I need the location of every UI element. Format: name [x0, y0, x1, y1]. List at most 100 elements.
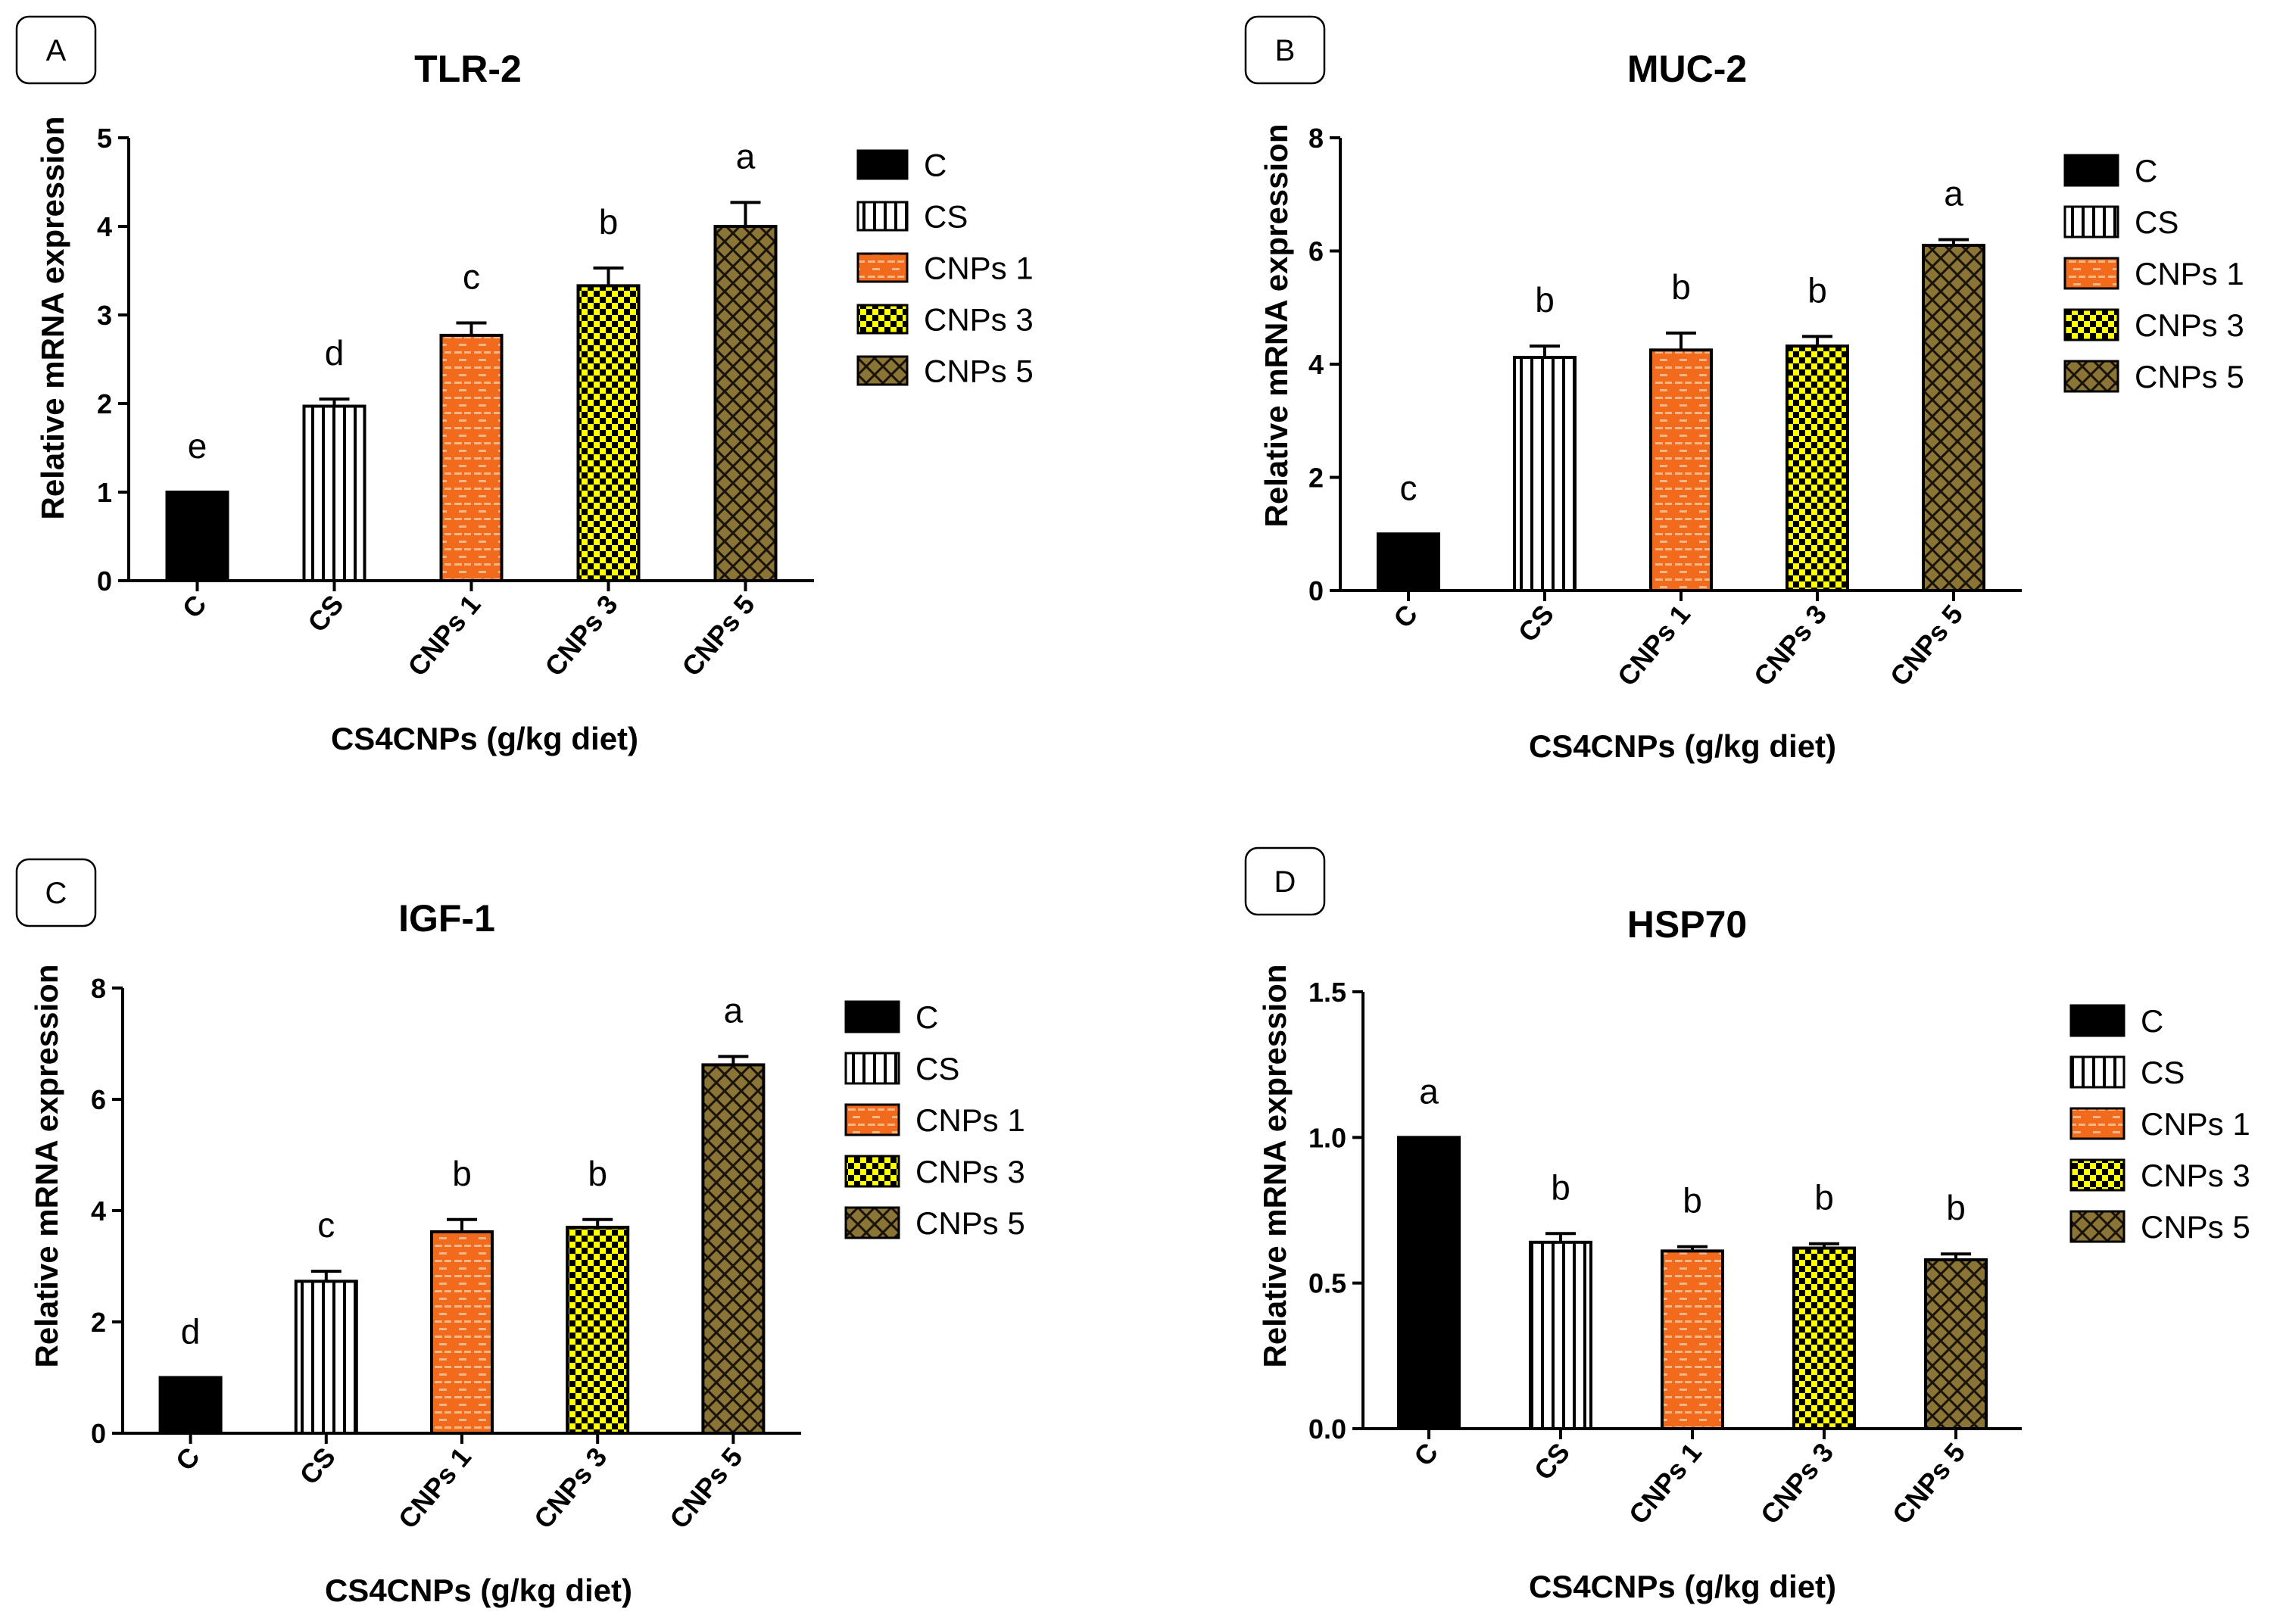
legend-swatch	[844, 1052, 900, 1085]
panel-a: A TLR-2 Relative mRNA expression CS4CNPs…	[15, 15, 1034, 756]
y-tick-label: 0.5	[1308, 1268, 1346, 1299]
bar	[1397, 1136, 1461, 1431]
y-tick-label: 2	[97, 388, 112, 419]
legend-swatch	[844, 1000, 900, 1033]
bar	[1792, 1246, 1856, 1431]
y-tick-label: 4	[97, 211, 112, 242]
y-tick-label: 4	[1308, 349, 1324, 380]
legend-label: CNPs 1	[915, 1102, 1025, 1138]
x-category-label: CNPs 3	[528, 1442, 613, 1535]
significance-label: b	[1683, 1181, 1702, 1220]
chart-d-y-axis-title: Relative mRNA expression	[1257, 965, 1293, 1368]
x-category-label: C	[1387, 599, 1424, 634]
y-tick-label: 2	[1308, 463, 1324, 494]
bar	[576, 284, 641, 582]
significance-label: a	[724, 990, 744, 1030]
significance-label: a	[1944, 174, 1963, 214]
bar	[713, 225, 778, 582]
y-tick-label: 8	[91, 973, 106, 1004]
x-category-label: CS	[293, 1442, 342, 1491]
significance-label: b	[599, 202, 619, 242]
bar	[566, 1226, 630, 1435]
y-tick-label: 6	[91, 1084, 106, 1115]
chart-c-legend: C CS CNPs 1 CNPs 3 CNPs 5	[844, 999, 1025, 1241]
legend-label: CNPs 3	[924, 302, 1034, 338]
legend-label: CS	[915, 1051, 959, 1086]
legend-label: CNPs 5	[915, 1205, 1025, 1241]
y-tick-label: 3	[97, 300, 112, 331]
significance-label: d	[325, 333, 345, 372]
x-category-label: CS	[1512, 599, 1561, 648]
legend-label: C	[2135, 153, 2157, 189]
y-tick-label: 5	[97, 123, 112, 154]
bar	[701, 1063, 766, 1435]
legend-label: CNPs 3	[2141, 1158, 2250, 1193]
bar	[158, 1376, 223, 1435]
legend-label: CNPs 3	[915, 1154, 1025, 1189]
bar	[165, 491, 229, 582]
significance-label: b	[1551, 1167, 1570, 1207]
x-category-label: CNPs 1	[1611, 599, 1696, 692]
legend-label: CNPs 5	[2135, 359, 2244, 394]
panel-c: C IGF-1 Relative mRNA expression CS4CNPs…	[15, 858, 1025, 1608]
x-category-label: CNPs 5	[1884, 599, 1969, 692]
legend-swatch	[844, 1206, 900, 1239]
legend-swatch	[856, 355, 909, 386]
y-tick-label: 6	[1308, 236, 1324, 267]
chart-d-x-axis-title: CS4CNPs (g/kg diet)	[1529, 1569, 1836, 1604]
panel-d-label-box	[1244, 846, 1326, 916]
legend-swatch	[856, 304, 909, 335]
chart-b-title: MUC-2	[1627, 48, 1747, 90]
panel-c-label-box	[15, 858, 97, 927]
significance-label: c	[463, 257, 480, 297]
significance-label: a	[736, 136, 756, 176]
chart-c-title: IGF-1	[398, 897, 495, 940]
panel-c-label: C	[45, 877, 67, 910]
bar	[1513, 356, 1577, 592]
x-category-label: CS	[301, 589, 350, 638]
legend-label: CS	[2141, 1055, 2185, 1090]
bar	[439, 333, 504, 582]
x-category-label: CNPs 5	[663, 1442, 748, 1535]
legend-label: C	[924, 148, 947, 183]
significance-label: b	[1535, 280, 1555, 320]
legend-swatch	[856, 252, 909, 283]
x-category-label: C	[1408, 1437, 1444, 1472]
significance-label: b	[1814, 1178, 1834, 1217]
legend-swatch	[856, 201, 909, 232]
x-category-label: CNPs 1	[392, 1442, 477, 1535]
significance-label: d	[181, 1312, 201, 1351]
chart-b-plot: 0 2 4 6 8 c Cb CS b CNPs 1 b CNPs 3 a CNPs 5	[1308, 123, 2022, 692]
legend-swatch	[2063, 205, 2119, 238]
chart-b-y-axis-title: Relative mRNA expression	[1258, 124, 1294, 528]
bar	[430, 1230, 494, 1435]
panel-b-label: B	[1275, 34, 1296, 67]
significance-label: b	[588, 1154, 607, 1193]
significance-label: a	[1419, 1071, 1439, 1111]
y-tick-label: 4	[91, 1195, 106, 1227]
legend-swatch	[2063, 257, 2119, 290]
chart-b-legend: C CS CNPs 1 CNPs 3 CNPs 5	[2063, 153, 2244, 394]
panel-a-label-box	[15, 15, 97, 85]
bar	[1924, 1258, 1988, 1430]
y-tick-label: 0	[97, 566, 112, 597]
significance-label: c	[317, 1205, 335, 1245]
bar	[1786, 344, 1849, 592]
significance-label: b	[1946, 1188, 1966, 1227]
legend-swatch	[2069, 1004, 2125, 1037]
chart-a-x-axis-title: CS4CNPs (g/kg diet)	[331, 721, 638, 756]
chart-d-legend: C CS CNPs 1 CNPs 3 CNPs 5	[2069, 1003, 2250, 1245]
chart-a-y-axis-title: Relative mRNA expression	[35, 117, 70, 520]
legend-label: CS	[924, 199, 968, 235]
chart-b-x-axis-title: CS4CNPs (g/kg diet)	[1529, 728, 1836, 764]
chart-a-plot: 0 1 2 3 4 5 e Cd CS c CNPs 1 b CNPs 3 a CNPs 5	[97, 123, 814, 682]
bar	[294, 1280, 358, 1435]
chart-a-title: TLR-2	[414, 48, 522, 90]
y-tick-label: 2	[91, 1307, 106, 1338]
panel-d-label: D	[1274, 865, 1296, 899]
x-category-label: C	[170, 1442, 206, 1476]
bar	[1922, 244, 1985, 592]
x-category-label: CNPs 3	[1754, 1437, 1839, 1530]
panel-b-label-box	[1244, 15, 1326, 85]
